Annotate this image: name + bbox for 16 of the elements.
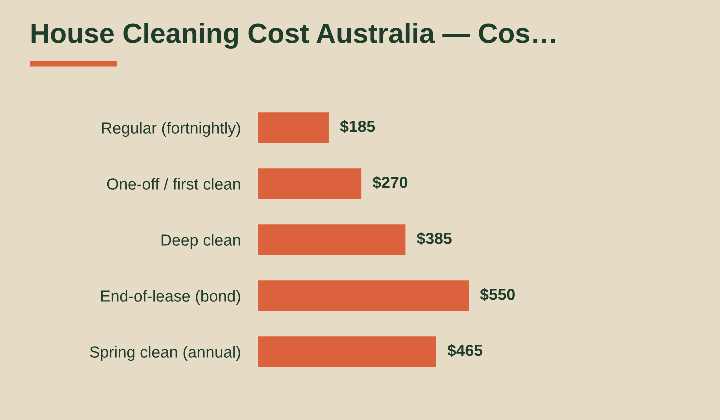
data-label: $185 [340,120,376,134]
bar [258,280,469,312]
y-tick-label: Regular (fortnightly) [102,122,240,138]
y-tick-label: Deep clean [162,234,240,250]
bar [258,224,406,256]
bar [258,336,436,368]
data-label: $270 [372,176,408,190]
y-tick-label: End-of-lease (bond) [101,290,240,306]
y-tick-label: Spring clean (annual) [90,346,240,362]
data-label: $385 [417,232,452,246]
bar [258,168,362,200]
bar [258,112,329,144]
y-tick-label: One-off / first clean [107,178,240,190]
data-label: $465 [448,344,483,358]
data-label: $550 [480,288,515,302]
chart-title: House Cleaning Cost Australia — Cos… [32,22,556,50]
